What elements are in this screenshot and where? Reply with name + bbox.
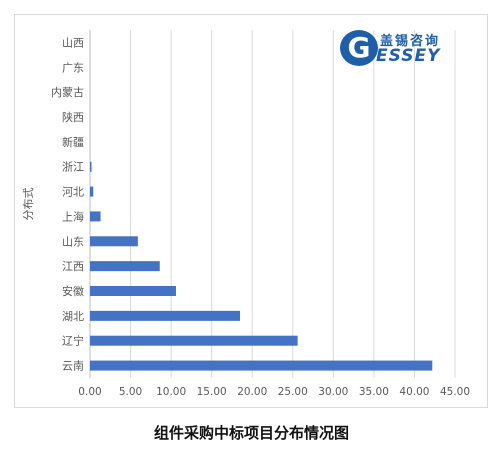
bar	[90, 161, 92, 172]
logo-english-name: ESSEY	[376, 46, 441, 66]
bar	[90, 310, 241, 321]
x-tick-label: 35.00	[359, 386, 389, 398]
logo-chinese-name: 盖锡咨询	[380, 34, 441, 49]
y-category-label: 广东	[62, 61, 84, 74]
logo-letter: G	[340, 30, 378, 66]
x-tick-label: 30.00	[318, 386, 348, 398]
y-category-label: 山东	[62, 235, 84, 248]
y-category-label: 陕西	[62, 110, 84, 124]
x-tick-label: 25.00	[278, 386, 308, 398]
x-tick-label: 15.00	[197, 386, 227, 398]
x-tick-label: 20.00	[237, 386, 267, 398]
bar	[90, 186, 94, 197]
chart-caption: 组件采购中标项目分布情况图	[153, 424, 349, 442]
y-category-label: 云南	[62, 360, 84, 373]
x-tick-label: 40.00	[399, 386, 429, 398]
bar	[90, 360, 433, 371]
y-category-label: 上海	[62, 209, 84, 223]
x-tick-label: 5.00	[119, 386, 142, 398]
x-tick-label: 0.00	[78, 386, 101, 398]
y-category-label: 浙江	[62, 161, 84, 174]
y-category-label: 辽宁	[62, 334, 84, 348]
bar	[90, 335, 298, 346]
y-category-label: 河北	[62, 186, 84, 199]
bar	[90, 236, 138, 247]
y-axis-title: 分布式	[22, 188, 35, 221]
y-category-label: 江西	[62, 260, 84, 273]
bar	[90, 286, 176, 296]
x-tick-label: 10.00	[156, 386, 186, 398]
y-category-label: 新疆	[62, 135, 84, 149]
bar	[90, 261, 160, 272]
y-category-label: 内蒙古	[51, 85, 84, 99]
y-category-label: 湖北	[62, 310, 84, 323]
y-category-label: 安徽	[62, 284, 84, 298]
y-category-label: 山西	[62, 36, 84, 49]
bar	[90, 211, 101, 222]
x-tick-label: 45.00	[440, 386, 470, 398]
gessey-logo: G 盖锡咨询 ESSEY	[340, 30, 472, 66]
